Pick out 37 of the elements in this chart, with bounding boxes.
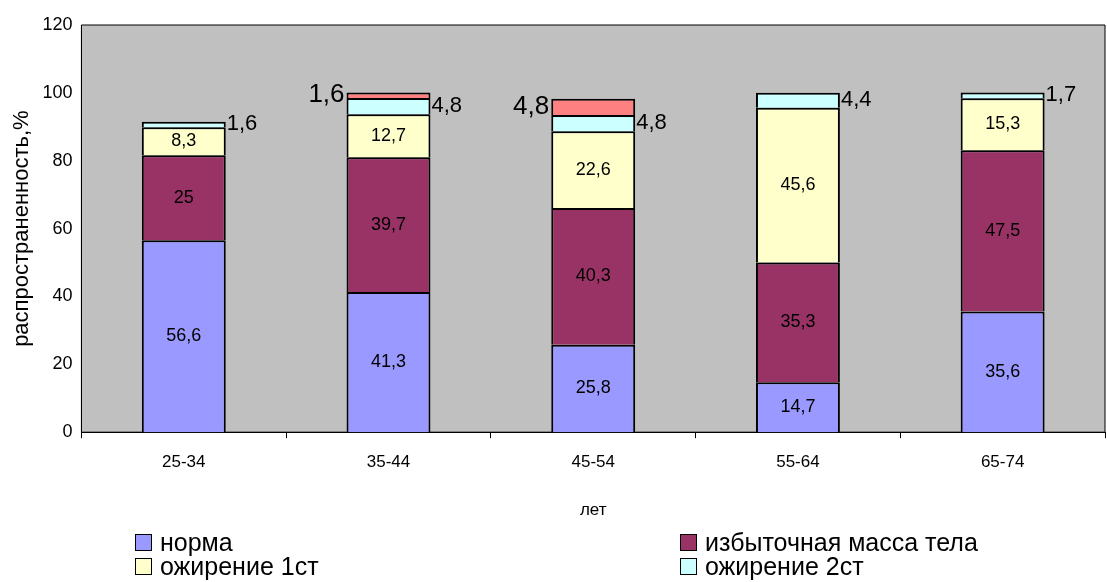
data-label: 4,8 bbox=[431, 92, 463, 118]
y-tick-label: 120 bbox=[42, 13, 73, 34]
y-tick-label: 80 bbox=[52, 149, 73, 170]
y-tick-label: 40 bbox=[52, 285, 73, 306]
data-label: 47,5 bbox=[985, 219, 1021, 240]
data-label: 4,8 bbox=[636, 109, 667, 135]
data-label: 8,3 bbox=[171, 130, 197, 151]
x-tick-label: 55-64 bbox=[776, 452, 820, 472]
legend-label: норма bbox=[160, 528, 233, 556]
data-label: 25 bbox=[173, 186, 194, 207]
data-label: 12,7 bbox=[370, 124, 407, 145]
data-label: 4,4 bbox=[840, 86, 872, 112]
y-tick-label: 100 bbox=[42, 81, 73, 102]
data-label: 15,3 bbox=[985, 113, 1021, 134]
y-axis-title: распространенность,% bbox=[8, 110, 34, 347]
y-tick-label: 20 bbox=[52, 353, 73, 374]
x-tick-label: 25-34 bbox=[162, 452, 206, 472]
x-tick-label: 45-54 bbox=[571, 452, 615, 472]
data-label: 56,6 bbox=[166, 325, 202, 346]
data-label: 40,3 bbox=[575, 265, 611, 286]
y-tick-label: 60 bbox=[52, 217, 73, 238]
x-tick-label: 35-44 bbox=[366, 452, 411, 472]
data-label: 14,7 bbox=[780, 396, 816, 417]
data-label: 1,6 bbox=[308, 78, 345, 109]
data-label: 39,7 bbox=[370, 213, 407, 234]
data-label: 4,8 bbox=[513, 89, 550, 120]
data-label: 41,3 bbox=[370, 351, 407, 372]
data-label: 22,6 bbox=[575, 158, 611, 179]
x-tick-label: 65-74 bbox=[980, 452, 1025, 472]
y-tick-label: 0 bbox=[62, 421, 73, 442]
data-label: 35,6 bbox=[985, 360, 1021, 381]
data-label: 25,8 bbox=[575, 377, 611, 398]
data-label: 1,6 bbox=[226, 110, 258, 136]
data-label: 45,6 bbox=[780, 174, 816, 195]
data-label: 35,3 bbox=[780, 311, 816, 332]
data-label: 1,7 bbox=[1045, 81, 1077, 107]
x-axis-title: лет bbox=[579, 500, 607, 520]
